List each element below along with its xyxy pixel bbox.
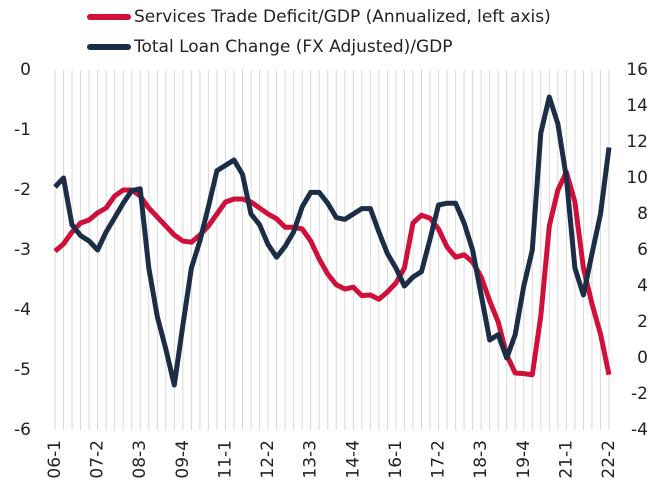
y2-tick-label: 2 — [637, 312, 648, 332]
y2-tick-label: 4 — [637, 276, 648, 296]
series-line — [53, 94, 612, 388]
y-tick-label: -4 — [14, 300, 31, 320]
y2-tick-label: 12 — [626, 132, 648, 152]
y2-tick-label: 14 — [626, 96, 648, 116]
y-tick-label: 0 — [20, 60, 31, 80]
y2-tick-label: -4 — [631, 420, 648, 440]
y-tick-label: -6 — [14, 420, 31, 440]
legend-label: Services Trade Deficit/GDP (Annualized, … — [134, 7, 551, 27]
x-tick-label: 14-4 — [343, 440, 363, 479]
x-tick-label: 12-2 — [258, 440, 278, 479]
y2-tick-label: 8 — [637, 204, 648, 224]
x-tick-label: 07-2 — [88, 440, 108, 479]
y-tick-label: -3 — [14, 240, 31, 260]
x-tick-label: 09-4 — [173, 440, 193, 479]
y-tick-label: -1 — [14, 120, 31, 140]
y-tick-label: -5 — [14, 360, 31, 380]
x-tick-label: 13-3 — [301, 440, 321, 479]
y2-tick-label: 6 — [637, 240, 648, 260]
x-tick-label: 22-2 — [599, 440, 619, 479]
series-line — [53, 169, 612, 378]
legend-label: Total Loan Change (FX Adjusted)/GDP — [133, 37, 453, 57]
y2-tick-label: -2 — [631, 384, 648, 404]
x-tick-label: 19-4 — [514, 440, 534, 479]
x-tick-label: 18-3 — [471, 440, 491, 479]
x-tick-label: 08-3 — [130, 440, 150, 479]
x-tick-label: 17-2 — [429, 440, 449, 479]
x-tick-label: 06-1 — [45, 440, 65, 479]
x-tick-label: 11-1 — [215, 440, 235, 479]
y2-tick-label: 10 — [626, 168, 648, 188]
y2-tick-label: 16 — [626, 60, 648, 80]
x-tick-label: 16-1 — [386, 440, 406, 479]
y-tick-label: -2 — [14, 180, 31, 200]
x-tick-label: 21-1 — [556, 440, 576, 479]
y2-tick-label: 0 — [637, 348, 648, 368]
